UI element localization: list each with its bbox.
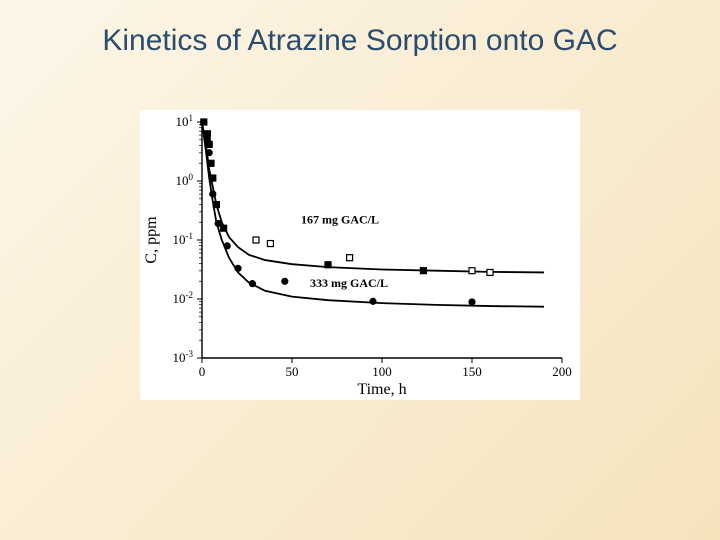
kinetics-chart: 0 50 100 150 200 10-3 10-2 10-1 100 101 Time, h C, … — [140, 110, 580, 400]
slide: Kinetics of Atrazine Sorption onto GAC 0… — [0, 0, 720, 540]
svg-text:200: 200 — [552, 364, 572, 379]
svg-text:50: 50 — [286, 364, 299, 379]
svg-text:167 mg GAC/L: 167 mg GAC/L — [301, 212, 379, 226]
slide-title: Kinetics of Atrazine Sorption onto GAC — [0, 24, 720, 58]
svg-text:C, ppm: C, ppm — [143, 216, 160, 264]
svg-text:150: 150 — [462, 364, 482, 379]
svg-text:100: 100 — [176, 172, 194, 188]
svg-text:Time, h: Time, h — [357, 381, 406, 398]
svg-text:100: 100 — [372, 364, 392, 379]
svg-text:10-2: 10-2 — [173, 290, 194, 306]
chart-svg: 0 50 100 150 200 10-3 10-2 10-1 100 101 Time, h C, … — [140, 110, 580, 400]
svg-text:333 mg GAC/L: 333 mg GAC/L — [310, 276, 388, 290]
svg-text:10-3: 10-3 — [173, 349, 194, 365]
svg-text:101: 101 — [176, 113, 194, 129]
svg-text:10-1: 10-1 — [173, 231, 194, 247]
svg-text:0: 0 — [199, 364, 206, 379]
